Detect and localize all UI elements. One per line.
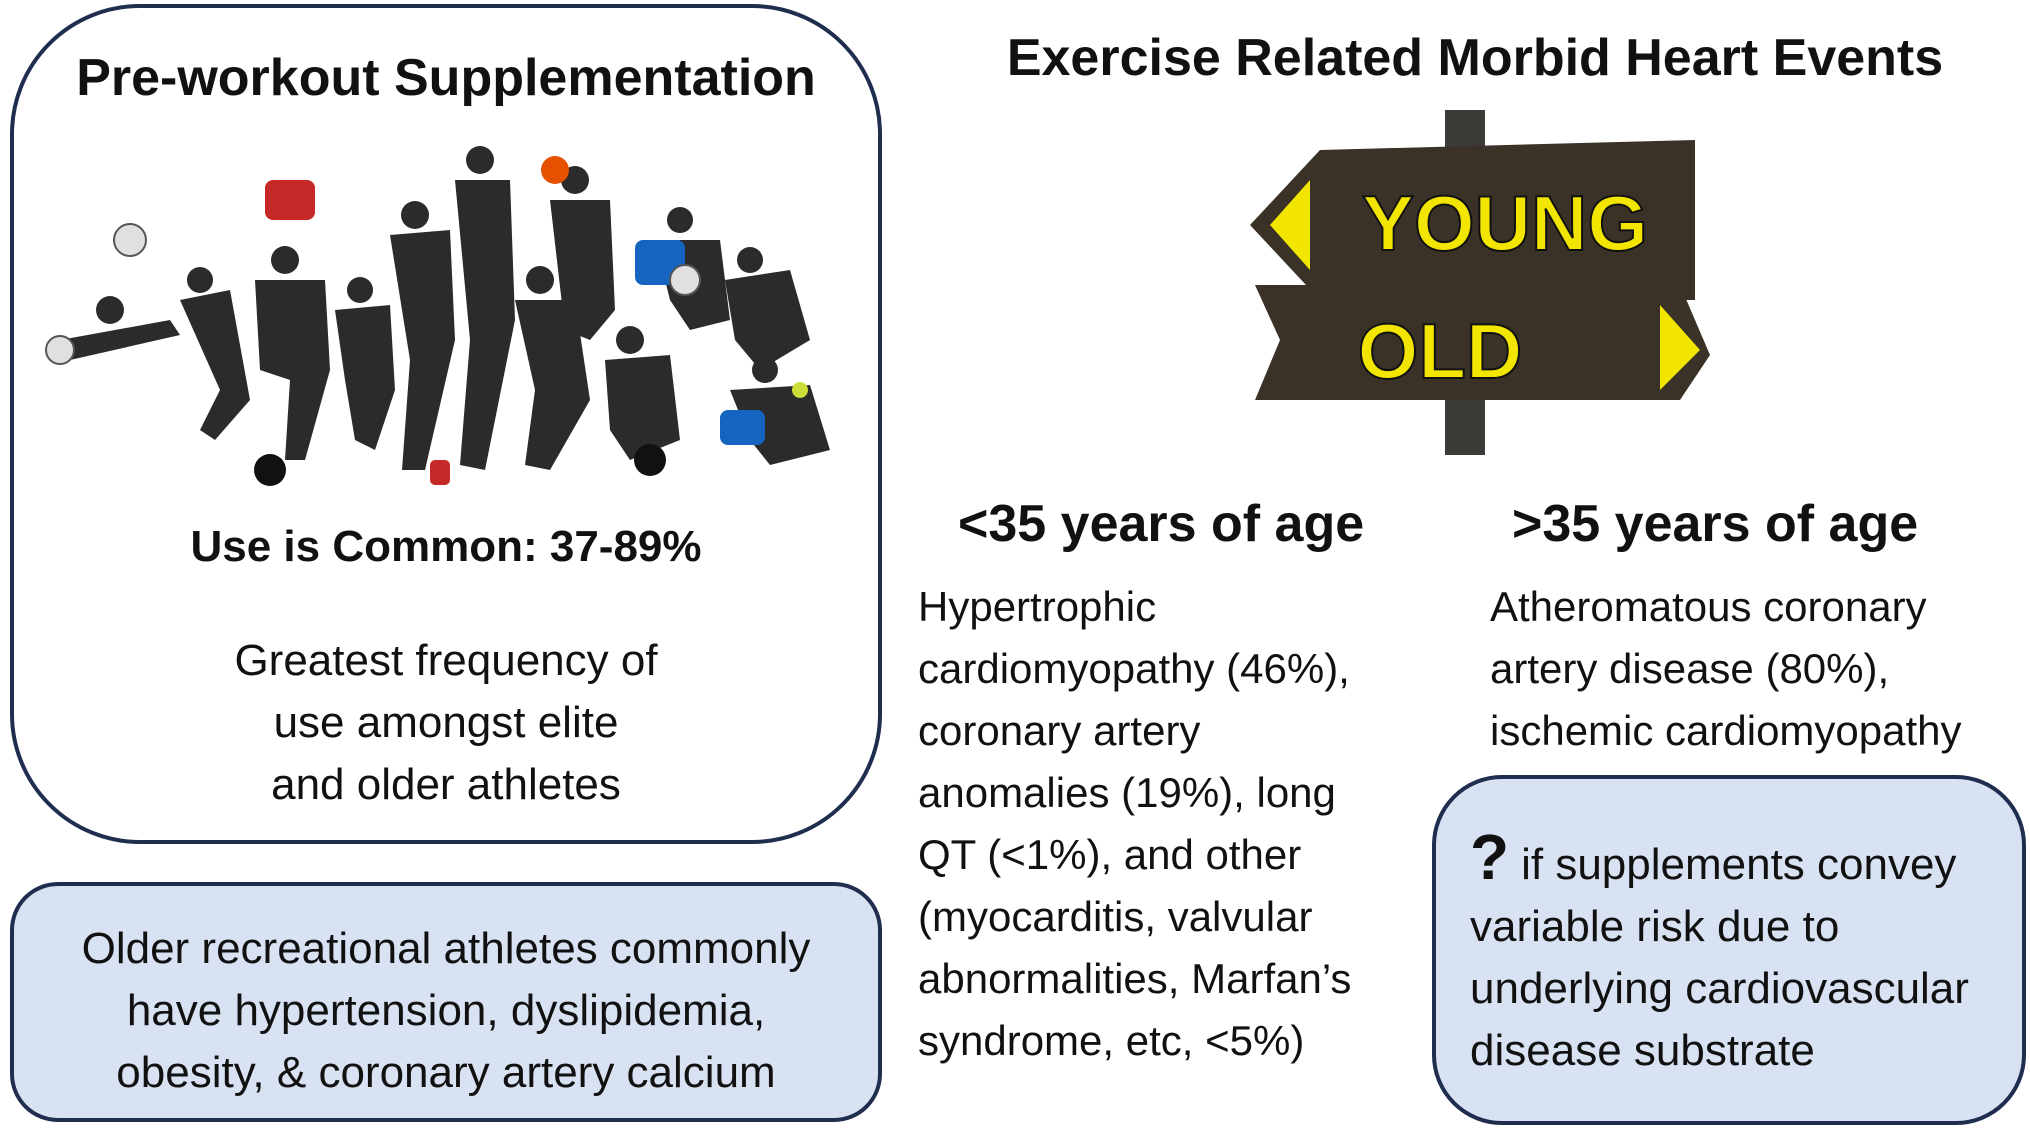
young-condition-line: QT (<1%), and other — [918, 831, 1302, 878]
young-condition-line: syndrome, etc, <5%) — [918, 1017, 1305, 1064]
young-condition-line: Hypertrophic — [918, 583, 1157, 630]
supplement-risk-box — [1432, 775, 2026, 1125]
young-condition-line: (myocarditis, valvular — [918, 893, 1313, 940]
older-athletes-line: Older recreational athletes commonly — [81, 924, 811, 973]
supplementation-title: Pre-workout Supplementation — [76, 49, 816, 107]
old-age-heading: >35 years of age — [1512, 495, 1919, 553]
old-condition-line: artery disease (80%), — [1490, 645, 1890, 692]
frequency-text: Greatest frequency of use amongst elite … — [10, 630, 882, 816]
young-conditions: Hypertrophic cardiomyopathy (46%), coron… — [918, 576, 1351, 1072]
older-athletes-text: Older recreational athletes commonly hav… — [30, 918, 862, 1104]
signpost-icon: YOUNG OLD — [1250, 110, 1710, 455]
athletes-collage-icon — [45, 146, 830, 486]
young-sign-label: YOUNG — [1362, 179, 1648, 267]
risk-line: underlying cardiovascular — [1470, 964, 1969, 1013]
supplement-risk-text: ? if supplements convey variable risk due… — [1470, 825, 1969, 1082]
risk-line: if supplements convey — [1521, 840, 1957, 889]
young-condition-line: coronary artery — [918, 707, 1201, 754]
heart-events-title: Exercise Related Morbid Heart Events — [1006, 29, 1944, 87]
young-condition-line: abnormalities, Marfan’s — [918, 955, 1352, 1002]
older-athletes-line: obesity, & coronary artery calcium — [116, 1048, 776, 1097]
frequency-line: and older athletes — [271, 760, 621, 809]
young-condition-line: cardiomyopathy (46%), — [918, 645, 1350, 692]
frequency-line: Greatest frequency of — [234, 636, 658, 685]
old-sign-label: OLD — [1358, 307, 1523, 395]
risk-line: variable risk due to — [1470, 902, 1840, 951]
risk-line: disease substrate — [1470, 1026, 1815, 1075]
usage-statistic: Use is Common: 37-89% — [190, 522, 702, 571]
old-condition-line: ischemic cardiomyopathy — [1490, 707, 1962, 754]
old-condition-line: Atheromatous coronary — [1490, 583, 1927, 630]
young-age-heading: <35 years of age — [958, 495, 1365, 553]
young-condition-line: anomalies (19%), long — [918, 769, 1336, 816]
old-conditions: Atheromatous coronary artery disease (80… — [1490, 576, 1962, 762]
older-athletes-box — [10, 882, 882, 1122]
older-athletes-line: have hypertension, dyslipidemia, — [126, 986, 766, 1035]
frequency-line: use amongst elite — [273, 698, 619, 747]
question-mark-icon: ? — [1470, 821, 1510, 893]
